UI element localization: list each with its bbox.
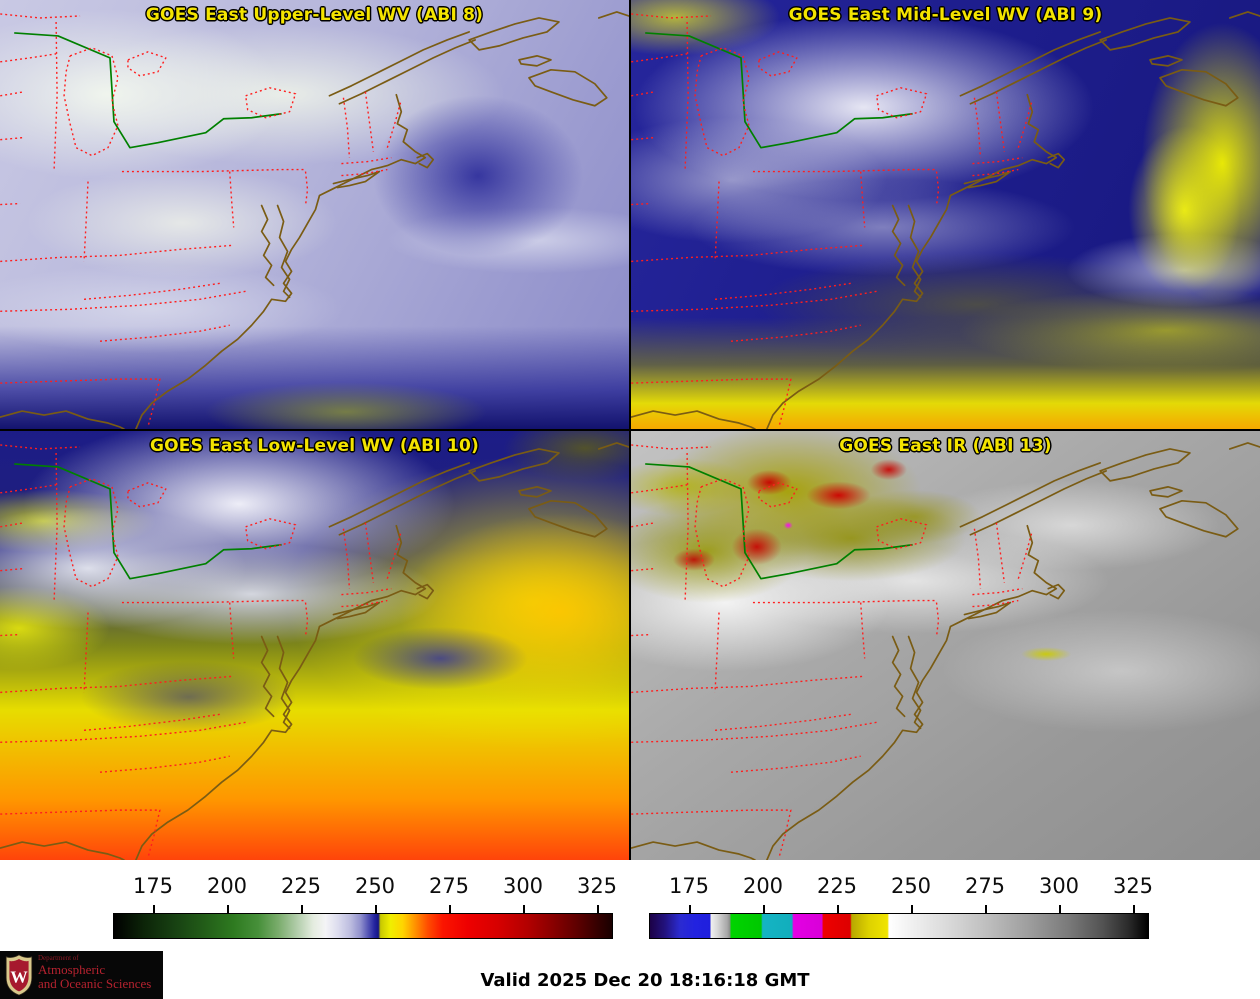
panel-mid-level-wv: GOES East Mid-Level WV (ABI 9) xyxy=(631,0,1260,429)
map-overlay xyxy=(631,442,1260,860)
ir-tick-label: 325 xyxy=(1112,874,1154,898)
valid-time-label: Valid 2025 Dec 20 18:16:18 GMT xyxy=(480,970,810,991)
svg-text:W: W xyxy=(10,967,28,986)
panel-title-abi10: GOES East Low-Level WV (ABI 10) xyxy=(149,436,479,456)
wv-colorbar-gradient xyxy=(113,913,613,939)
panel-title-abi13: GOES East IR (ABI 13) xyxy=(839,436,1052,456)
abi10-imagery xyxy=(0,431,629,860)
wv-tick-label: 275 xyxy=(428,874,470,898)
colorbar-ir: 175 200 225 250 275 300 325 xyxy=(649,860,1153,960)
panel-low-level-wv: GOES East Low-Level WV (ABI 10) xyxy=(0,431,629,860)
ir-tick-label: 300 xyxy=(1038,874,1080,898)
abi8-imagery xyxy=(0,0,629,429)
tick-mark xyxy=(1059,905,1061,913)
tick-mark xyxy=(523,905,525,913)
tick-mark xyxy=(375,905,377,913)
tick-mark xyxy=(1133,905,1135,913)
panel-ir: GOES East IR (ABI 13) xyxy=(631,431,1260,860)
ir-tick-label: 225 xyxy=(816,874,858,898)
tick-mark xyxy=(301,905,303,913)
tick-mark xyxy=(689,905,691,913)
logo-dept-line: Department of xyxy=(38,954,79,962)
panel-upper-level-wv: GOES East Upper-Level WV (ABI 8) xyxy=(0,0,629,429)
tick-mark xyxy=(985,905,987,913)
colorbar-wv: 175 200 225 250 275 300 325 xyxy=(113,860,617,960)
tick-mark xyxy=(837,905,839,913)
ir-tick-label: 250 xyxy=(890,874,932,898)
ir-tick-label: 200 xyxy=(742,874,784,898)
ir-tick-label: 175 xyxy=(668,874,710,898)
wv-tick-label: 175 xyxy=(132,874,174,898)
tick-mark xyxy=(911,905,913,913)
aos-department-logo: W Department of Atmospheric and Oceanic … xyxy=(0,951,163,999)
wv-tick-label: 300 xyxy=(502,874,544,898)
abi13-imagery xyxy=(631,431,1260,860)
panel-title-abi8: GOES East Upper-Level WV (ABI 8) xyxy=(145,5,484,25)
abi9-imagery xyxy=(631,0,1260,429)
logo-text: Department of Atmospheric and Oceanic Sc… xyxy=(38,954,152,991)
map-overlay xyxy=(0,442,629,860)
wv-tick-label: 200 xyxy=(206,874,248,898)
map-overlay xyxy=(0,11,629,429)
logo-line2: and Oceanic Sciences xyxy=(38,975,152,991)
uw-crest-icon: W xyxy=(5,954,33,996)
footer-strip: 175 200 225 250 275 300 325 175 200 225 … xyxy=(0,860,1260,999)
tick-mark xyxy=(597,905,599,913)
logo-line1: Atmospheric xyxy=(38,962,106,978)
map-overlay xyxy=(631,11,1260,429)
panel-title-abi9: GOES East Mid-Level WV (ABI 9) xyxy=(788,5,1103,25)
tick-mark xyxy=(449,905,451,913)
wv-tick-label: 225 xyxy=(280,874,322,898)
tick-mark xyxy=(763,905,765,913)
wv-tick-label: 325 xyxy=(576,874,618,898)
wv-tick-label: 250 xyxy=(354,874,396,898)
ir-colorbar-gradient xyxy=(649,913,1149,939)
tick-mark xyxy=(153,905,155,913)
panel-grid: GOES East Upper-Level WV (ABI 8) GOES Ea… xyxy=(0,0,1260,860)
ir-tick-label: 275 xyxy=(964,874,1006,898)
tick-mark xyxy=(227,905,229,913)
